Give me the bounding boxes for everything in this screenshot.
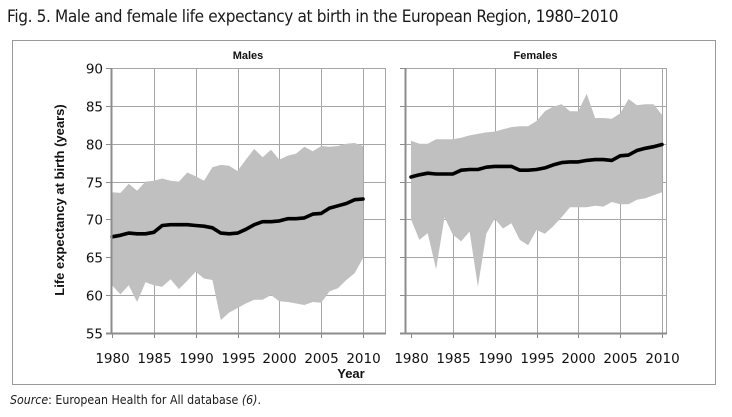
males-x-tick-label: 2010 xyxy=(346,351,380,367)
figure-title: Fig. 5. Male and female life expectancy … xyxy=(7,7,619,26)
males-x-tick-label: 2000 xyxy=(262,351,296,367)
y-tick-label: 55 xyxy=(86,327,103,343)
y-axis-title: Life expectancy at birth (years) xyxy=(52,104,67,295)
females-range-area xyxy=(411,93,662,287)
source-end: . xyxy=(257,393,262,407)
females-x-tick-label: 2000 xyxy=(561,351,595,367)
source-reference[interactable]: (6) xyxy=(241,393,258,407)
females-average-line xyxy=(409,142,664,179)
source-note: Source: European Health for All database… xyxy=(10,393,261,407)
y-tick-label: 85 xyxy=(86,100,103,116)
source-label: Source xyxy=(10,393,49,407)
y-tick-label: 75 xyxy=(86,176,103,192)
chart-frame xyxy=(12,40,716,385)
females-x-tick-label: 1985 xyxy=(436,351,470,367)
males-panel-title: Males xyxy=(233,50,264,62)
males-x-tick-label: 1980 xyxy=(95,351,129,367)
source-text: : European Health for All database xyxy=(48,393,242,407)
females-x-tick-label: 1995 xyxy=(520,351,554,367)
y-tick-label: 80 xyxy=(86,138,103,154)
x-axis-title: Year xyxy=(337,366,364,381)
females-x-tick-label: 2010 xyxy=(645,351,679,367)
females-x-tick-label: 2005 xyxy=(603,351,637,367)
females-x-tick-label: 1980 xyxy=(394,351,428,367)
y-tick-label: 60 xyxy=(86,289,103,305)
males-x-tick-label: 2005 xyxy=(304,351,338,367)
y-tick-label: 70 xyxy=(86,213,103,229)
females-panel-title: Females xyxy=(513,50,557,62)
males-panel: 55 60 65 70 75 80 85 90 1980 1985 1990 1995 2000 2005… xyxy=(86,50,386,367)
y-tick-label: 90 xyxy=(86,62,103,78)
males-average-line xyxy=(110,197,365,239)
y-tick-label: 65 xyxy=(86,251,103,267)
males-x-tick-label: 1985 xyxy=(137,351,171,367)
females-x-tick-label: 1990 xyxy=(478,351,512,367)
males-x-tick-label: 1990 xyxy=(179,351,213,367)
females-panel: 1980 1985 1990 1995 2000 2005 2010 Females xyxy=(394,50,679,367)
males-x-tick-label: 1995 xyxy=(221,351,255,367)
